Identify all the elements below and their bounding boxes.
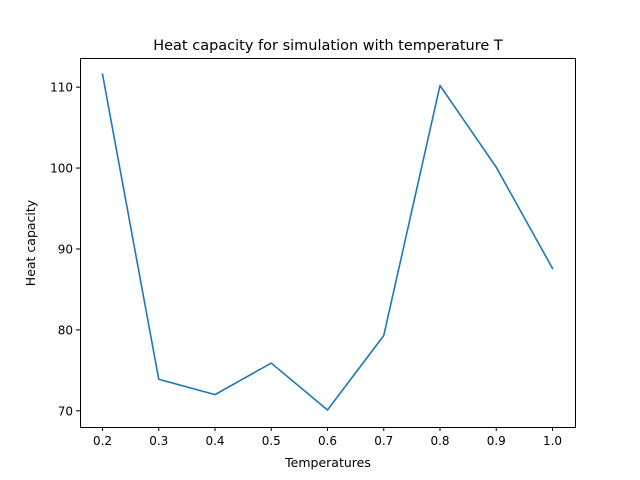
y-tick-label: 110: [50, 81, 73, 95]
chart-title: Heat capacity for simulation with temper…: [153, 38, 503, 54]
x-axis-label: Temperatures: [284, 455, 371, 470]
x-tick-label: 0.8: [430, 434, 449, 448]
x-tick-label: 1.0: [543, 434, 562, 448]
x-tick-label: 0.2: [93, 434, 112, 448]
x-tick-label: 0.5: [262, 434, 281, 448]
x-tick-label: 0.3: [149, 434, 168, 448]
x-tick-label: 0.7: [374, 434, 393, 448]
x-tick-label: 0.4: [205, 434, 224, 448]
x-tick-label: 0.9: [487, 434, 506, 448]
axis-ticks: 0.2 0.3 0.4 0.5 0.6 0.7 0.8 0.9 1.0 70 80 90 100 110: [50, 81, 562, 448]
y-tick-label: 70: [58, 404, 73, 418]
x-tick-label: 0.6: [318, 434, 337, 448]
plot-frame: [80, 58, 576, 428]
series-layer: [101, 73, 554, 411]
y-axis-label: Heat capacity: [23, 199, 38, 286]
y-tick-label: 80: [58, 323, 73, 337]
y-tick-label: 100: [50, 162, 73, 176]
y-tick-label: 90: [58, 242, 73, 256]
